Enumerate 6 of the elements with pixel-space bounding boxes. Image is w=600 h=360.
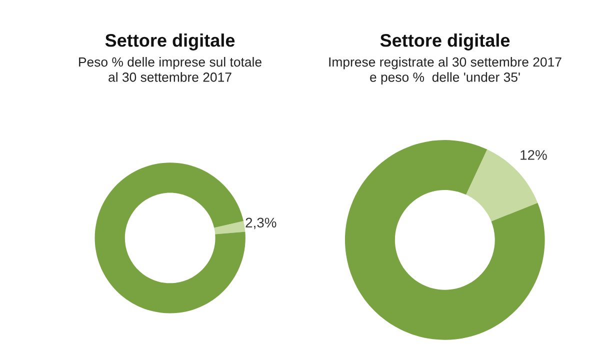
chart-title: Settore digitale — [380, 34, 510, 50]
chart-subtitle: Peso % delle imprese sul totale al 30 settembre 2017 — [79, 57, 262, 82]
data-label: 2,3% — [246, 218, 276, 230]
chart-title: Settore digitale — [105, 34, 235, 50]
data-label: 12% — [520, 150, 547, 160]
chart-subtitle: Imprese registrate al 30 settembre 2017 e peso % delle 'under 35' — [329, 57, 562, 84]
